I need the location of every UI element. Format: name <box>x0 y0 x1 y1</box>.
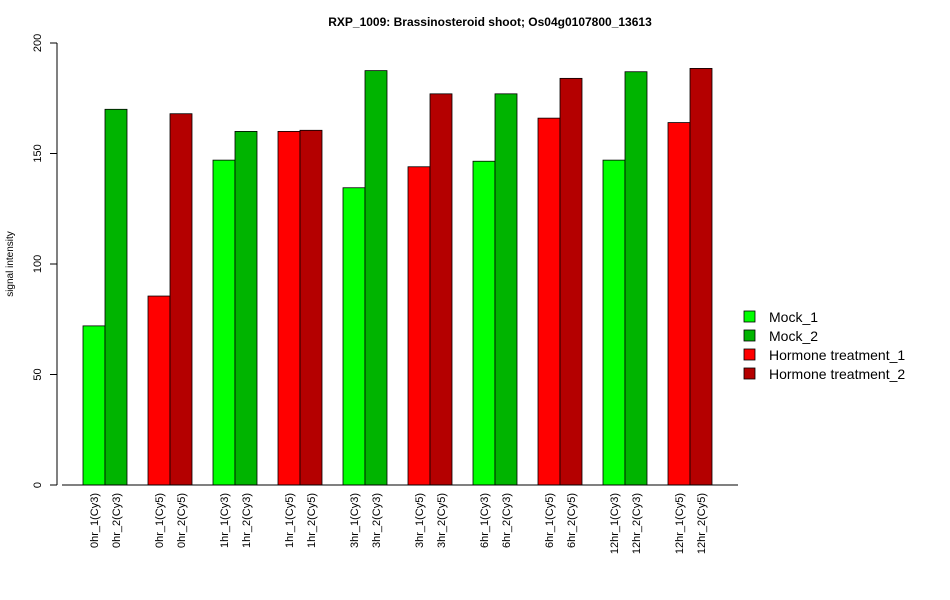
x-tick-label: 3hr_2(Cy3) <box>371 493 383 548</box>
y-tick-label: 100 <box>32 255 44 273</box>
y-tick-label: 150 <box>32 144 44 162</box>
legend-label: Hormone treatment_2 <box>769 366 905 382</box>
x-tick-label: 6hr_1(Cy5) <box>544 493 556 548</box>
bar <box>624 71 648 486</box>
x-tick-label: 1hr_2(Cy3) <box>241 493 253 548</box>
x-tick-label: 6hr_1(Cy3) <box>479 493 491 548</box>
bar <box>429 93 453 486</box>
x-tick-label: 0hr_1(Cy3) <box>89 493 101 548</box>
x-tick-label: 3hr_2(Cy5) <box>436 493 448 548</box>
y-tick-label: 50 <box>32 368 44 380</box>
x-tick-label: 12hr_1(Cy3) <box>609 493 621 554</box>
bar <box>407 166 431 486</box>
x-tick-label: 1hr_1(Cy5) <box>284 493 296 548</box>
legend-swatch <box>743 329 756 342</box>
x-tick-label: 6hr_2(Cy3) <box>501 493 513 548</box>
category-labels: 0hr_1(Cy3) 0hr_2(Cy3) 0hr_1(Cy5) 0hr_2(Cy5)… <box>89 493 708 554</box>
bar <box>82 325 106 486</box>
bar <box>147 295 171 486</box>
bar <box>667 122 691 486</box>
x-tick-label: 0hr_2(Cy3) <box>111 493 123 548</box>
y-axis-label: signal intensity <box>5 231 16 297</box>
legend-label: Mock_1 <box>769 309 818 325</box>
y-tick-label: 200 <box>32 34 44 52</box>
x-tick-label: 12hr_2(Cy3) <box>631 493 643 554</box>
bar <box>169 113 193 486</box>
x-tick-label: 1hr_2(Cy5) <box>306 493 318 548</box>
bar <box>472 160 496 486</box>
bar <box>342 187 366 486</box>
legend-label: Hormone treatment_1 <box>769 347 905 363</box>
bar <box>299 129 323 486</box>
bar <box>494 93 518 486</box>
x-tick-label: 3hr_1(Cy3) <box>349 493 361 548</box>
x-tick-label: 12hr_2(Cy5) <box>696 493 708 554</box>
bar <box>234 130 258 486</box>
bars <box>82 68 713 486</box>
legend: Mock_1 Mock_2 Hormone treatment_1 Hormone t… <box>743 309 905 382</box>
x-tick-label: 6hr_2(Cy5) <box>566 493 578 548</box>
x-tick-label: 0hr_2(Cy5) <box>176 493 188 548</box>
x-tick-label: 3hr_1(Cy5) <box>414 493 426 548</box>
legend-label: Mock_2 <box>769 328 818 344</box>
y-tick-label: 0 <box>32 482 44 488</box>
x-tick-label: 12hr_1(Cy5) <box>674 493 686 554</box>
bar <box>277 130 301 486</box>
legend-swatch <box>743 310 756 323</box>
bar <box>559 77 583 486</box>
x-tick-label: 1hr_1(Cy3) <box>219 493 231 548</box>
bar <box>104 108 128 486</box>
bar <box>364 70 388 486</box>
legend-swatch <box>743 367 756 380</box>
bar <box>537 117 561 486</box>
bar <box>212 159 236 486</box>
chart-title: RXP_1009: Brassinosteroid shoot; Os04g01… <box>328 15 652 29</box>
bar <box>602 159 626 486</box>
x-tick-label: 0hr_1(Cy5) <box>154 493 166 548</box>
legend-swatch <box>743 348 756 361</box>
y-axis: 0 50 100 150 200 <box>32 34 58 488</box>
bar <box>689 68 713 486</box>
